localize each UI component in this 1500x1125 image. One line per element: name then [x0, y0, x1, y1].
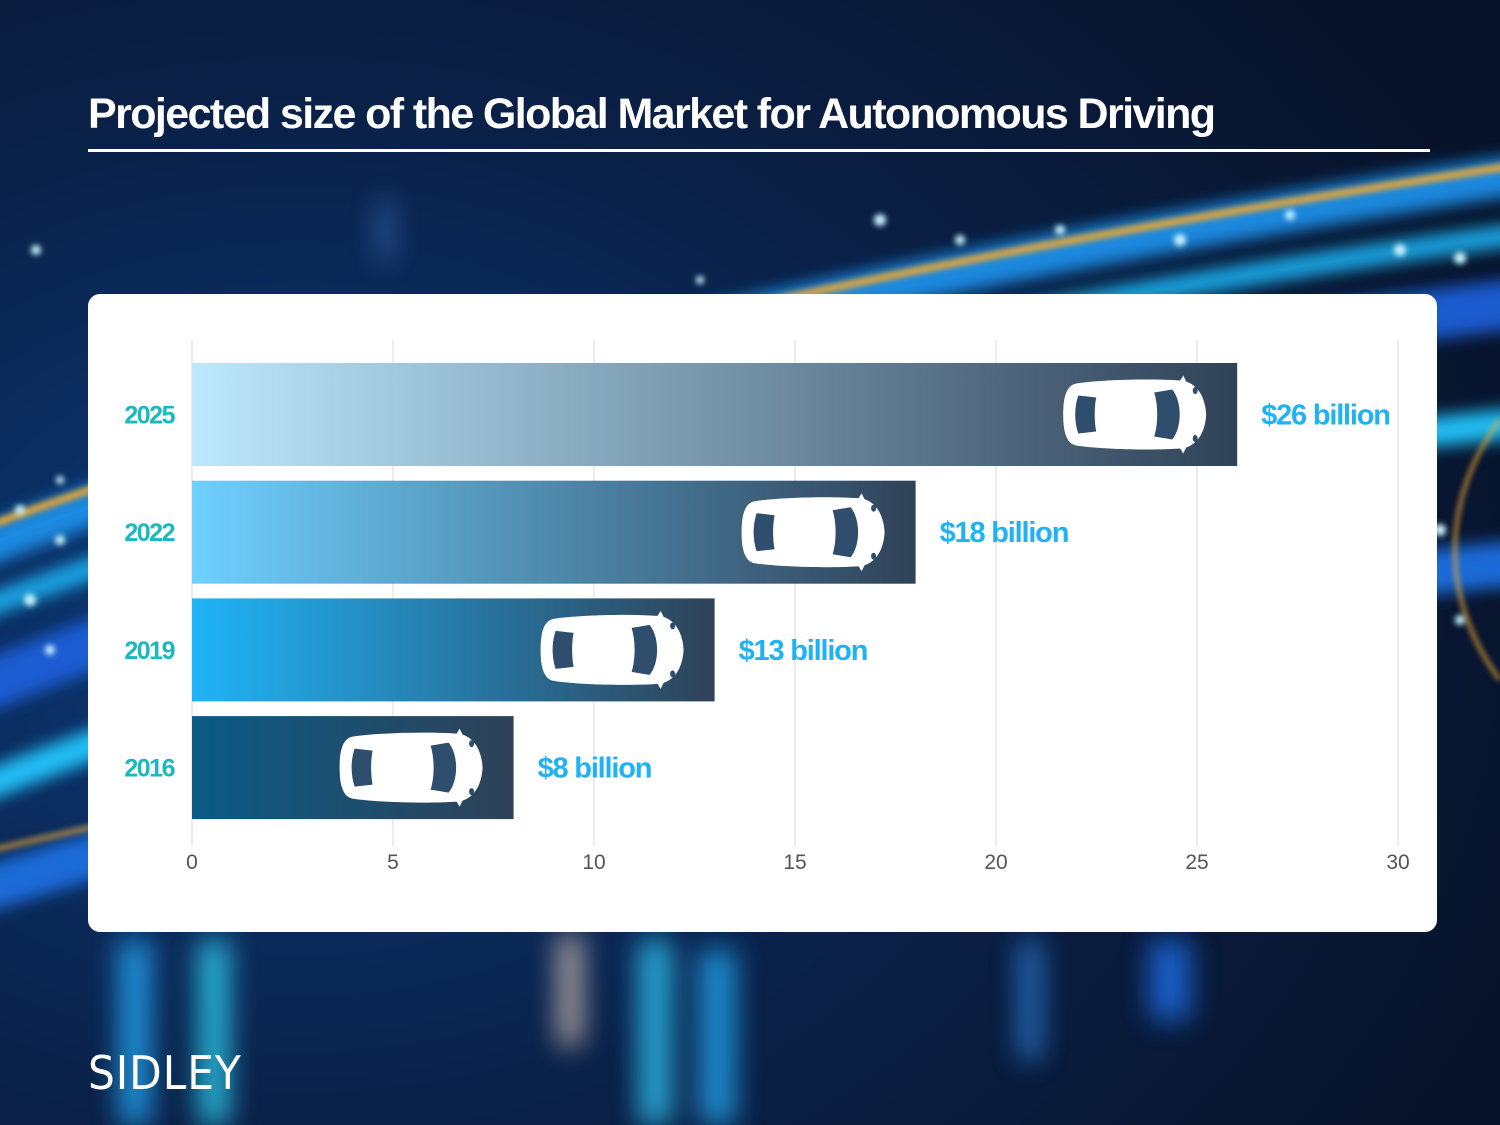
car-headlight [1192, 435, 1198, 442]
x-tick-label: 30 [1386, 851, 1409, 874]
car-headlight [670, 622, 676, 630]
value-data-label: $26 billion [1261, 400, 1390, 432]
page-title: Projected size of the Global Market for … [88, 90, 1216, 138]
value-data-label: $8 billion [538, 753, 652, 785]
car-top-view-icon [540, 610, 684, 689]
y-category-label: 2025 [124, 402, 175, 430]
car-top-view-icon [1063, 375, 1207, 454]
bar-2025 [192, 363, 1238, 466]
car-headlight [1192, 387, 1198, 394]
car-headlight [469, 788, 475, 796]
car-windshield [430, 742, 457, 793]
x-tick-label: 20 [984, 851, 1007, 874]
y-category-label: 2016 [124, 755, 174, 783]
sidley-logo: SIDLEY [88, 1046, 242, 1100]
car-headlight [469, 740, 475, 748]
car-rear-window [552, 630, 574, 669]
car-top-view-icon [741, 493, 885, 572]
x-tick-label: 5 [387, 851, 399, 874]
car-windshield [1154, 389, 1180, 440]
title-underline [88, 149, 1430, 152]
x-tick-label: 25 [1185, 851, 1208, 874]
car-windshield [832, 507, 859, 558]
value-data-label: $18 billion [940, 517, 1069, 549]
value-data-label: $13 billion [739, 635, 868, 667]
y-category-label: 2022 [124, 519, 174, 547]
car-headlight [871, 504, 877, 512]
x-tick-label: 0 [186, 851, 198, 874]
x-tick-label: 15 [783, 851, 806, 874]
car-top-view-icon [339, 728, 483, 807]
car-rear-window [1075, 395, 1097, 434]
car-rear-window [351, 748, 373, 787]
y-category-label: 2019 [124, 637, 174, 665]
car-headlight [670, 670, 676, 678]
car-rear-window [753, 513, 775, 552]
x-tick-label: 10 [582, 851, 605, 874]
car-headlight [871, 552, 877, 560]
car-windshield [631, 624, 658, 675]
